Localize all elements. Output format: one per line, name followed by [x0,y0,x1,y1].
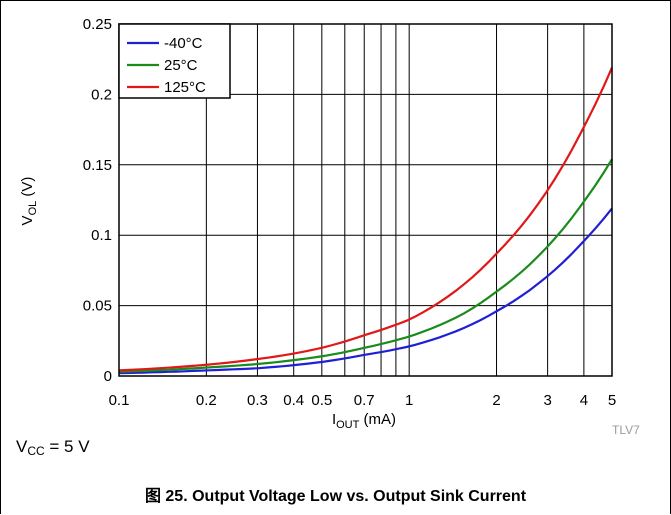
series-line [119,159,612,372]
x-tick-label: 0.7 [354,392,375,409]
series-group [119,68,612,374]
legend: -40°C 25°C 125°C [119,24,230,98]
x-tick-label: 0.5 [311,392,332,409]
x-tick-label: 2 [492,392,500,409]
y-tick-label: 0.2 [91,86,112,103]
x-tick-label: 1 [405,392,413,409]
legend-label: -40°C [164,35,203,52]
y-tick-label: 0.25 [83,16,112,33]
y-tick-label: 0 [104,368,112,385]
y-tick-label: 0.1 [91,227,112,244]
figure-label: 图 25. [145,488,188,505]
x-tick-label: 5 [608,392,616,409]
y-axis-label: VOL (V) [19,177,39,226]
x-tick-label: 4 [580,392,588,409]
y-tick-label: 0.05 [83,298,112,315]
part-tag: TLV7 [612,423,640,437]
x-tick-label: 0.3 [247,392,268,409]
x-axis-label: IOUT (mA) [332,411,396,431]
x-tick-label: 0.2 [196,392,217,409]
x-tick-label: 3 [543,392,551,409]
legend-label: 125°C [164,79,206,96]
figure-caption: 图 25. Output Voltage Low vs. Output Sink… [0,482,671,506]
chart-title: Output Voltage Low vs. Output Sink Curre… [192,488,526,505]
y-tick-label: 0.15 [83,157,112,174]
legend-label: 25°C [164,57,198,74]
x-tick-label: 0.1 [109,392,130,409]
test-condition: VCC = 5 V [16,437,90,458]
series-line [119,68,612,371]
x-tick-label: 0.4 [283,392,304,409]
